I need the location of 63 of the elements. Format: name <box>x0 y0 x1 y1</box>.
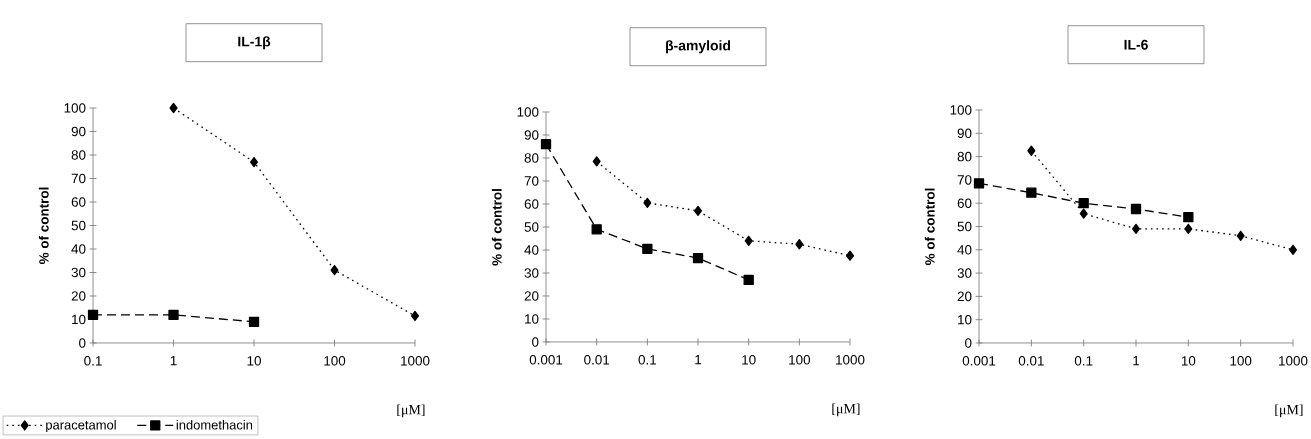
x-tick-label: 0.1 <box>84 356 102 366</box>
y-tick-label: 100 <box>950 105 972 115</box>
y-tick-label: 20 <box>524 291 539 301</box>
y-tick-label: 100 <box>517 107 539 117</box>
y-tick-label: 10 <box>525 314 539 324</box>
y-tick-label: 90 <box>71 126 86 137</box>
x-tick-label: 0.001 <box>529 355 563 365</box>
y-tick-label: 60 <box>957 198 972 208</box>
x-tick-label: 0.1 <box>1074 356 1093 366</box>
y-tick-label: 10 <box>958 314 972 325</box>
y-tick-label: 50 <box>957 221 972 232</box>
y-tick-label: 30 <box>71 267 86 278</box>
y-tick-label: 80 <box>957 151 972 162</box>
x-tick-label: 10 <box>1181 356 1196 366</box>
x-axis-title: [μM] <box>832 403 860 417</box>
legend-label: indomethacin <box>176 420 253 430</box>
y-axis-title: % of control <box>491 189 502 266</box>
y-tick-label: 20 <box>957 291 972 302</box>
y-tick-label: 40 <box>524 245 539 255</box>
y-tick-label: 0 <box>79 338 86 348</box>
y-axis-title: % of control <box>924 188 935 266</box>
y-tick-label: 40 <box>957 245 972 255</box>
x-tick-label: 0.1 <box>638 355 657 365</box>
y-tick-label: 40 <box>71 244 86 254</box>
y-tick-label: 60 <box>524 199 539 209</box>
y-tick-label: 90 <box>957 128 972 139</box>
y-tick-label: 70 <box>957 175 972 185</box>
y-tick-label: 90 <box>524 130 539 140</box>
y-tick-label: 50 <box>71 220 86 231</box>
y-tick-label: 50 <box>524 222 539 232</box>
x-tick-label: 1 <box>170 356 177 366</box>
y-tick-label: 30 <box>524 268 539 278</box>
x-axis-title: [μM] <box>1275 404 1303 418</box>
y-tick-label: 10 <box>72 314 86 325</box>
chart-title: IL-6 <box>1124 39 1148 50</box>
x-tick-label: 100 <box>324 356 346 366</box>
x-tick-label: 100 <box>1230 356 1252 366</box>
x-tick-label: 0.001 <box>962 356 996 366</box>
x-tick-label: 10 <box>742 355 756 365</box>
y-tick-label: 70 <box>524 176 539 186</box>
x-tick-label: 1000 <box>1279 356 1308 366</box>
y-tick-label: 80 <box>71 150 86 160</box>
y-tick-label: 0 <box>532 337 539 347</box>
y-tick-label: 0 <box>965 338 972 348</box>
y-tick-label: 70 <box>71 173 86 184</box>
legend-label: paracetamol <box>46 420 116 433</box>
y-tick-label: 80 <box>524 153 539 163</box>
y-tick-label: 60 <box>71 197 86 207</box>
x-tick-label: 0.01 <box>584 355 610 365</box>
y-axis-title: % of control <box>38 187 49 265</box>
x-tick-label: 1000 <box>401 356 430 366</box>
x-tick-label: 100 <box>789 355 811 365</box>
x-tick-label: 1 <box>695 355 702 365</box>
chart-title: IL-1β <box>238 36 271 50</box>
x-tick-label: 10 <box>247 356 261 366</box>
y-tick-label: 20 <box>71 291 86 301</box>
y-tick-label: 100 <box>64 103 86 113</box>
chart-title: β-amyloid <box>666 40 731 54</box>
x-tick-label: 1 <box>1133 356 1140 366</box>
y-tick-label: 30 <box>957 268 972 278</box>
x-axis-title: [μM] <box>397 404 425 418</box>
x-tick-label: 0.01 <box>1018 356 1044 366</box>
x-tick-label: 1000 <box>836 355 865 365</box>
